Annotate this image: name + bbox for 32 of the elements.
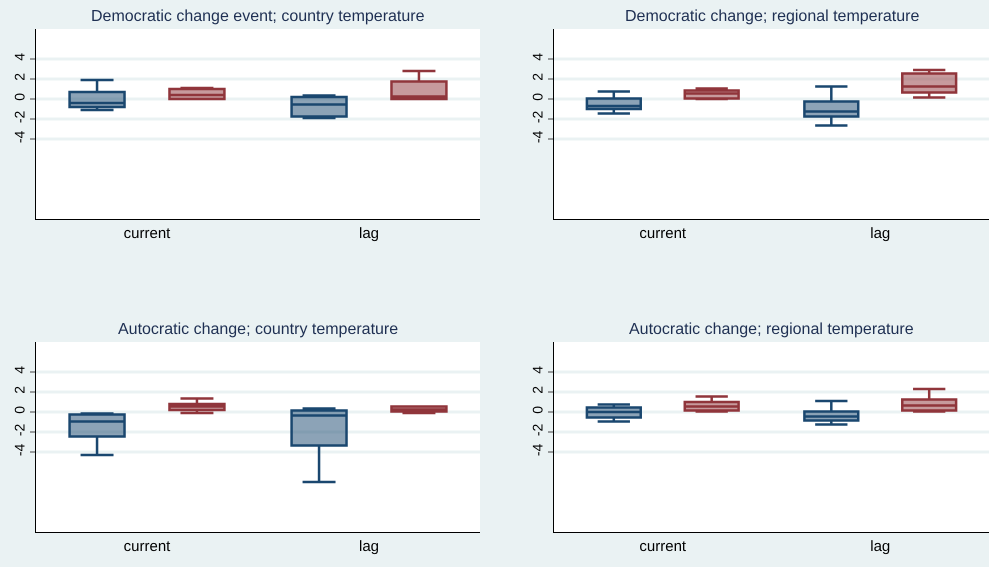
- chart-title: Democratic change; regional temperature: [625, 8, 920, 25]
- y-tick-label: 4: [11, 52, 28, 61]
- y-tick-label: -2: [11, 110, 28, 124]
- y-tick-label: 2: [11, 386, 28, 394]
- chart-title: Autocratic change; country temperature: [118, 321, 398, 338]
- x-tick-label: current: [639, 538, 687, 555]
- y-tick-label: 2: [529, 72, 546, 81]
- y-tick-label: 0: [11, 406, 28, 414]
- x-tick-label: current: [124, 538, 172, 555]
- x-tick-label: current: [124, 225, 172, 242]
- x-tick-label: lag: [358, 538, 380, 555]
- x-tick-label: lag: [870, 538, 890, 555]
- y-tick-label: -4: [11, 443, 28, 456]
- chart-title: Democratic change event; country temperature: [91, 8, 425, 25]
- x-tick-label: lag: [870, 225, 890, 242]
- y-tick-label: -2: [529, 110, 546, 124]
- x-tick-label: lag: [358, 225, 380, 242]
- y-tick-label: 2: [11, 72, 28, 81]
- y-tick-label: -2: [529, 423, 546, 436]
- y-tick-label: 4: [529, 366, 546, 374]
- y-tick-label: 2: [529, 386, 546, 394]
- y-tick-label: -2: [11, 423, 28, 436]
- y-tick-label: 0: [529, 92, 546, 101]
- y-tick-label: 4: [529, 52, 546, 61]
- y-tick-label: -4: [11, 130, 28, 144]
- chart-title: Autocratic change; regional temperature: [629, 321, 914, 338]
- x-tick-label: current: [639, 225, 687, 242]
- y-tick-label: -4: [529, 130, 546, 144]
- y-tick-label: 4: [11, 366, 28, 374]
- y-tick-label: -4: [529, 443, 546, 456]
- y-tick-label: 0: [11, 92, 28, 101]
- y-tick-label: 0: [529, 406, 546, 414]
